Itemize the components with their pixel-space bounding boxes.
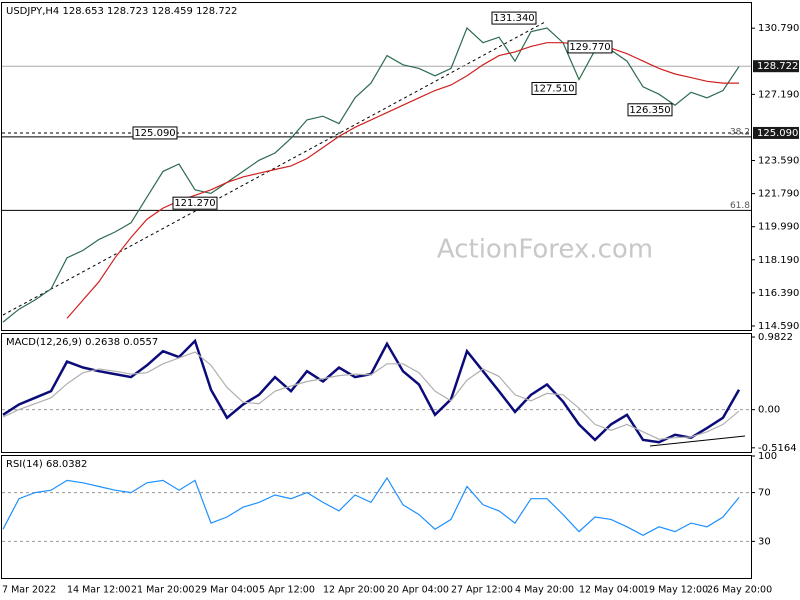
y-tick-label: 100 — [758, 451, 777, 462]
series-line — [2, 351, 740, 440]
fib-label: 38.2 — [730, 127, 750, 137]
trend-line — [2, 21, 546, 316]
annotation-label: 129.770 — [569, 42, 610, 53]
y-tick-label: 127.190 — [758, 89, 799, 100]
annotation-label: 126.350 — [629, 105, 670, 116]
y-tick-label: 116.390 — [758, 288, 799, 299]
x-tick-label: 4 May 20:00 — [515, 585, 574, 596]
annotation-box — [567, 40, 613, 54]
x-tick-label: 21 Mar 20:00 — [131, 585, 194, 596]
annotation-box — [627, 103, 673, 117]
last-price-box — [753, 60, 799, 73]
y-tick-label: 0.9822 — [758, 332, 793, 343]
divergence-line — [649, 435, 746, 447]
x-tick-label: 14 Mar 12:00 — [67, 585, 130, 596]
panel-title: RSI(14) 68.0382 — [6, 459, 87, 470]
rsi-panel — [1, 455, 752, 579]
x-tick-label: 27 Apr 12:00 — [451, 585, 513, 596]
series-line — [2, 26, 740, 323]
x-tick-label: 12 Apr 20:00 — [323, 585, 385, 596]
y-tick-label: 70 — [758, 488, 771, 499]
y-tick-label: 121.790 — [758, 189, 799, 200]
x-tick-label: 5 Apr 12:00 — [259, 585, 315, 596]
level-label: 125.090 — [757, 128, 798, 139]
y-tick-label: 123.590 — [758, 156, 799, 167]
fib-label: 61.8 — [730, 201, 750, 211]
y-tick-label: 118.190 — [758, 255, 799, 266]
y-tick-label: 119.990 — [758, 222, 799, 233]
y-tick-label: 30 — [758, 536, 771, 547]
annotation-label: 131.340 — [493, 13, 534, 24]
x-tick-label: 12 May 04:00 — [579, 585, 644, 596]
x-tick-label: 29 Mar 04:00 — [195, 585, 258, 596]
panel-title: MACD(12,26,9) 0.2638 0.0557 — [6, 337, 158, 348]
y-tick-label: 114.590 — [758, 321, 799, 332]
annotation-label: 121.270 — [174, 198, 215, 209]
series-line — [2, 476, 740, 536]
annotation-label: 127.510 — [533, 83, 574, 94]
annotation-box — [491, 11, 537, 25]
panel-title: USDJPY,H4 128.653 128.723 128.459 128.72… — [6, 6, 237, 17]
level-box — [753, 126, 799, 139]
annotation-box — [132, 126, 178, 140]
x-tick-label: 26 May 20:00 — [707, 585, 772, 596]
annotation-box — [172, 196, 218, 210]
macd-panel — [1, 333, 752, 453]
watermark: ActionForex.com — [437, 235, 653, 265]
x-tick-label: 7 Mar 2022 — [2, 585, 56, 596]
price-panel — [1, 2, 752, 331]
series-line — [2, 338, 741, 444]
x-tick-label: 19 May 12:00 — [643, 585, 708, 596]
last-price-label: 128.722 — [757, 61, 798, 72]
y-tick-label: 130.790 — [758, 23, 799, 34]
y-tick-label: -0.5164 — [758, 443, 797, 454]
annotation-box — [531, 81, 577, 95]
y-tick-label: 0.00 — [758, 405, 780, 416]
x-tick-label: 20 Apr 04:00 — [387, 585, 449, 596]
annotation-label: 125.090 — [134, 128, 175, 139]
